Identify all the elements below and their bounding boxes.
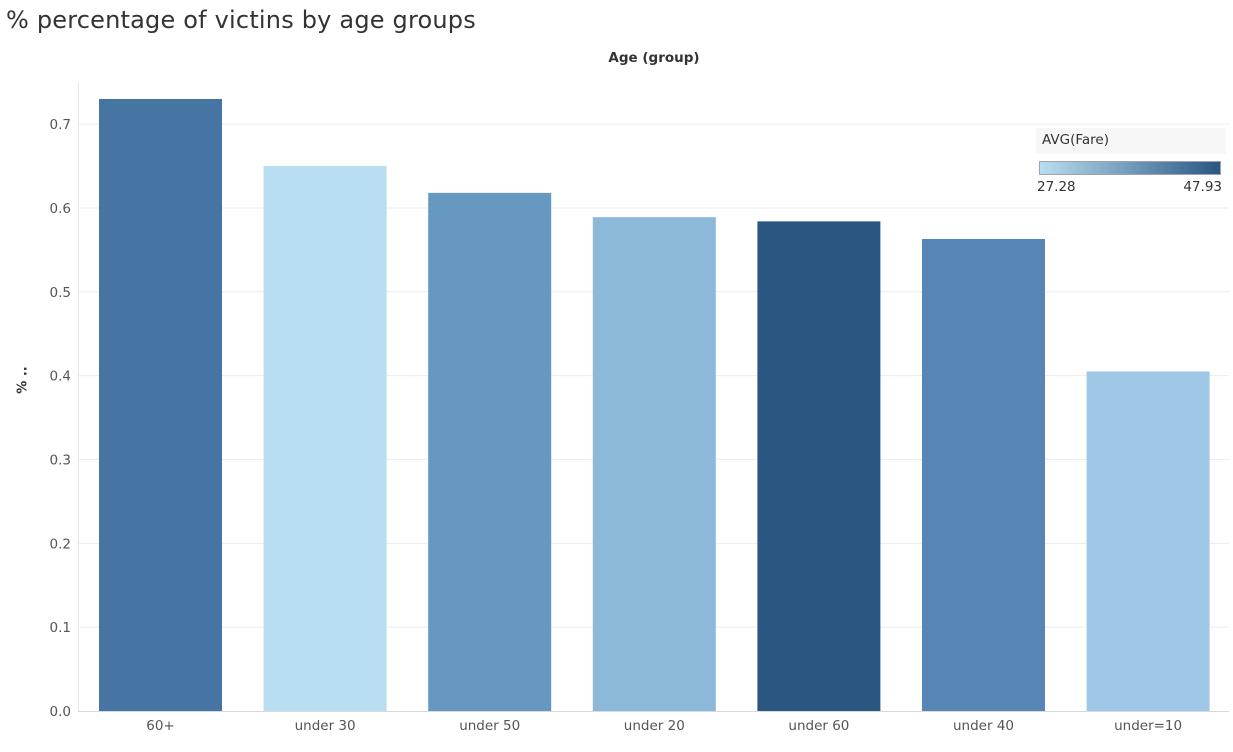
legend-max-label: 47.93 [1183,179,1222,195]
legend-min-label: 27.28 [1037,179,1076,195]
bar[interactable] [99,98,222,711]
bar[interactable] [592,217,716,711]
x-tick-label: under=10 [1114,718,1182,734]
y-tick-label: 0.2 [50,536,71,552]
y-tick-label: 0.0 [50,704,71,720]
y-tick-label: 0.1 [50,620,71,636]
column-header-label: Age (group) [608,50,700,66]
y-tick-label: 0.6 [50,201,71,217]
bar[interactable] [1086,371,1210,711]
color-legend: AVG(Fare) 27.28 47.93 [1036,128,1226,195]
y-tick-label: 0.5 [50,285,71,301]
y-tick-label: 0.4 [50,369,71,385]
page-title: % percentage of victins by age groups [6,6,476,34]
x-tick-label: under 20 [624,718,685,734]
bar[interactable] [757,221,881,712]
x-tick-label: under 30 [295,718,356,734]
x-tick-label: under 40 [953,718,1014,734]
x-tick-label: under 60 [788,718,849,734]
y-tick-label: 0.3 [50,452,71,468]
bar[interactable] [263,166,387,712]
bar[interactable] [428,192,552,712]
legend-title: AVG(Fare) [1042,132,1109,148]
legend-title-bar [1036,128,1226,154]
x-tick-label: 60+ [146,718,175,734]
bar[interactable] [922,238,1045,711]
legend-color-ramp [1039,161,1221,175]
y-tick-label: 0.7 [50,117,71,133]
x-tick-label: under 50 [459,718,520,734]
